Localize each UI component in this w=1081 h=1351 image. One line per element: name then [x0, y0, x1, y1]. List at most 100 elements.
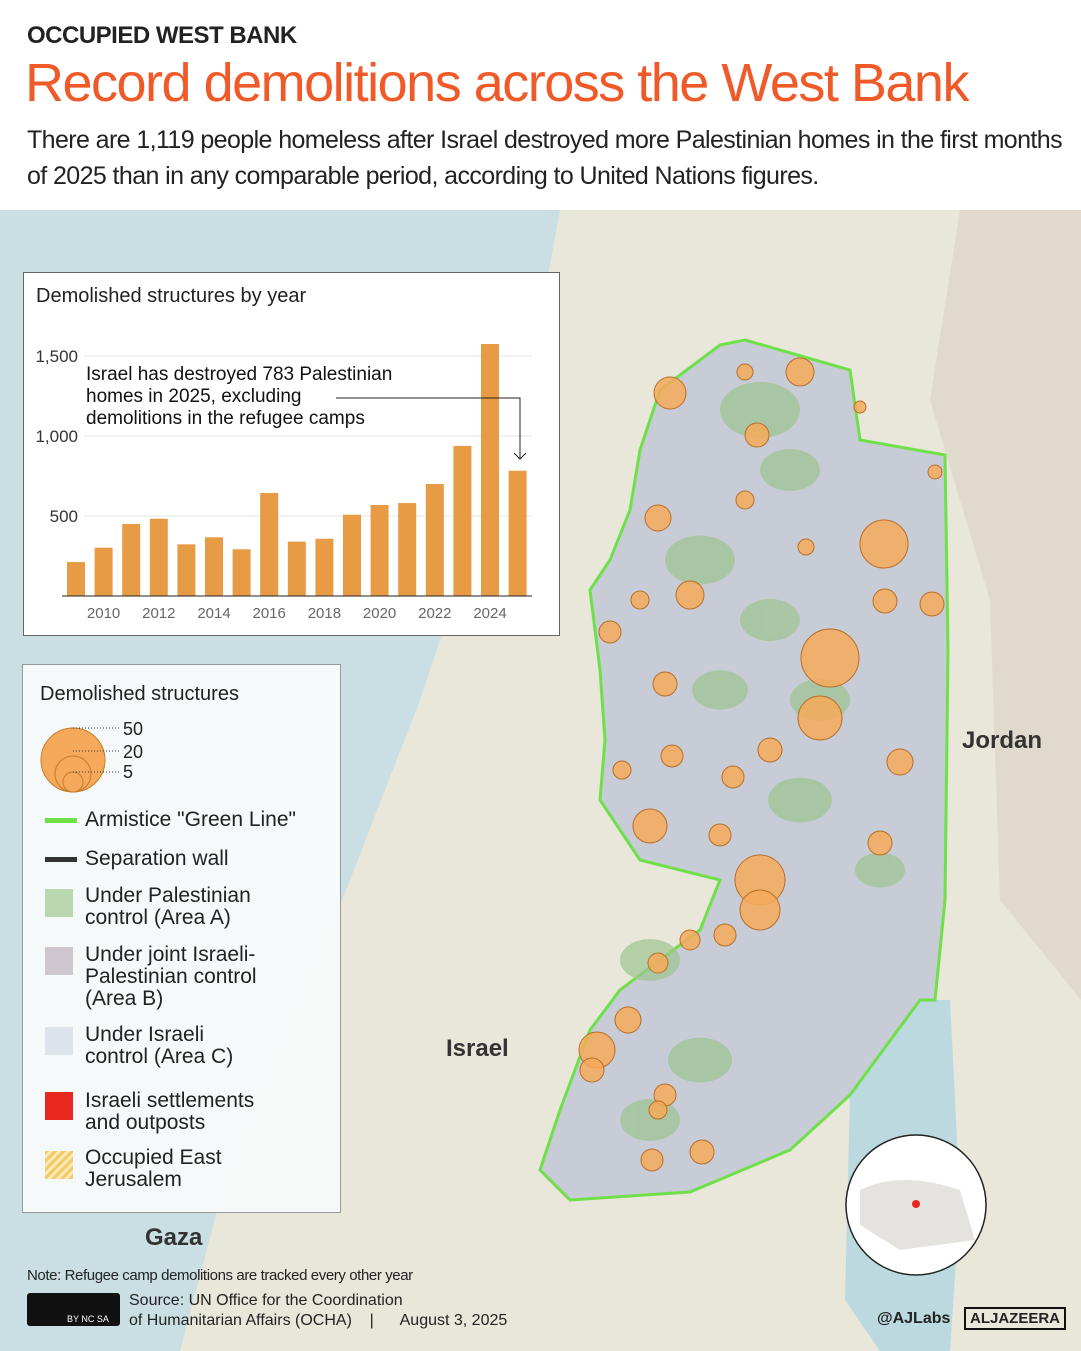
bar-2010 — [94, 547, 113, 596]
x-tick-label: 2022 — [418, 605, 451, 622]
bar-2020 — [370, 504, 389, 596]
label-gaza: Gaza — [145, 1224, 203, 1251]
bar-chart: 500 1,000 1,500 2010 2012 2014 2016 2018 2020 202… — [35, 344, 532, 622]
handle: @AJLabs — [877, 1310, 951, 1327]
size-legend-circles — [40, 727, 121, 793]
legend-area-c: Under Israeli control (Area C) — [85, 1023, 234, 1068]
demolition-circle — [886, 748, 914, 776]
bar-2009 — [67, 562, 85, 596]
demolition-circle — [739, 889, 781, 931]
demolition-circle — [800, 628, 860, 688]
demolition-circle — [612, 760, 632, 780]
x-tick-label: 2020 — [363, 605, 396, 622]
bar-2024 — [481, 344, 499, 596]
chart-title: Demolished structures by year — [36, 285, 307, 307]
x-tick-label: 2016 — [253, 605, 286, 622]
bar-2012 — [149, 518, 168, 596]
headline: Record demolitions across the West Bank — [25, 53, 969, 113]
demolition-circle — [853, 400, 867, 414]
settlement-swatch — [45, 1092, 73, 1120]
legend-east-jerusalem: Occupied East Jerusalem — [85, 1146, 222, 1191]
bar-2021 — [398, 503, 417, 596]
hills — [930, 210, 1081, 1000]
bar-2011 — [122, 524, 141, 596]
demolition-circle — [927, 464, 943, 480]
x-tick-label: 2014 — [197, 605, 230, 622]
creative-commons-icon: BY NC SA — [27, 1293, 120, 1326]
demolition-circle — [652, 671, 678, 697]
legend-area-b: Under joint Israeli-Palestinian control … — [85, 943, 257, 1010]
demolition-circle — [919, 591, 945, 617]
demolition-circles — [578, 357, 945, 1172]
area-a-patch — [668, 1037, 732, 1083]
legend-area-a: Under Palestinian control (Area A) — [85, 884, 251, 929]
area-c-swatch — [45, 1027, 73, 1055]
x-tick-label: 2024 — [473, 605, 506, 622]
demolition-circle — [660, 744, 684, 768]
demolition-circle — [872, 588, 898, 614]
annotation-line: Israel has destroyed 783 Palestinian — [86, 364, 392, 385]
note: Note: Refugee camp demolitions are track… — [27, 1267, 413, 1284]
demolition-circle — [614, 1006, 642, 1034]
label-israel: Israel — [446, 1035, 509, 1062]
demolition-circle — [797, 538, 815, 556]
demolition-circle — [679, 929, 701, 951]
area-a-patch — [855, 852, 905, 888]
x-tick-label: 2012 — [142, 605, 175, 622]
bar-2022 — [425, 484, 444, 596]
source: Source: UN Office for the Coordination o… — [129, 1291, 507, 1331]
demolition-circle — [721, 765, 745, 789]
annotation-arrow — [336, 397, 527, 460]
demolition-circle — [598, 620, 622, 644]
demolition-circle — [648, 1100, 668, 1120]
annotation-line: homes in 2025, excluding — [86, 386, 301, 407]
demolition-circle — [640, 1148, 664, 1172]
area-a-patch — [720, 382, 800, 438]
jerusalem-swatch — [45, 1151, 73, 1179]
legend-settlements: Israeli settlements and outposts — [85, 1089, 255, 1134]
demolition-circle — [675, 580, 705, 610]
area-a-patch — [768, 777, 832, 823]
area-a-patch — [665, 535, 735, 585]
x-tick-label: 2018 — [308, 605, 341, 622]
kicker: OCCUPIED WEST BANK — [27, 22, 297, 49]
demolition-circle — [644, 504, 672, 532]
bar-2019 — [343, 514, 361, 596]
bar-2015 — [232, 549, 251, 596]
bar-2025 — [508, 470, 527, 596]
legend-green-line: Armistice "Green Line" — [85, 808, 296, 831]
bar-2014 — [205, 537, 223, 596]
bar-2013 — [177, 544, 196, 596]
demolition-circle — [744, 422, 770, 448]
area-b-swatch — [45, 947, 73, 975]
demolition-circle — [689, 1139, 715, 1165]
legend-wall: Separation wall — [85, 847, 229, 870]
source-line-2: of Humanitarian Affairs (OCHA) | August … — [129, 1312, 508, 1329]
y-tick-label: 500 — [50, 507, 78, 526]
legend: Demolished structures 50 20 5 Armistice … — [22, 664, 341, 1213]
demolition-circle — [708, 823, 732, 847]
size-5: 5 — [123, 762, 134, 782]
area-a-patch — [740, 599, 800, 641]
bar-chart-panel: Demolished structures by year 500 1,000 1,… — [23, 272, 560, 636]
label-jordan: Jordan — [962, 727, 1043, 754]
area-a-patch — [760, 449, 820, 491]
demolition-circle — [579, 1057, 605, 1083]
demolition-circle — [785, 357, 815, 387]
demolition-circle — [713, 923, 737, 947]
y-tick-label: 1,000 — [35, 427, 78, 446]
globe-inset — [845, 1134, 987, 1276]
annotation-line: demolitions in the refugee camps — [86, 408, 365, 429]
area-a-patch — [692, 670, 748, 710]
bar-2018 — [315, 538, 334, 596]
aljazeera-logo: ALJAZEERA — [964, 1307, 1067, 1330]
demolition-circle — [736, 363, 754, 381]
green-line-swatch — [45, 818, 77, 823]
demolition-circle — [757, 737, 783, 763]
bar-2017 — [287, 541, 306, 596]
size-20: 20 — [123, 742, 144, 762]
demolition-circle — [632, 808, 668, 844]
west-bank — [538, 338, 950, 1202]
x-tick-label: 2010 — [87, 605, 120, 622]
subtitle: There are 1,119 people homeless after Is… — [27, 126, 1063, 190]
